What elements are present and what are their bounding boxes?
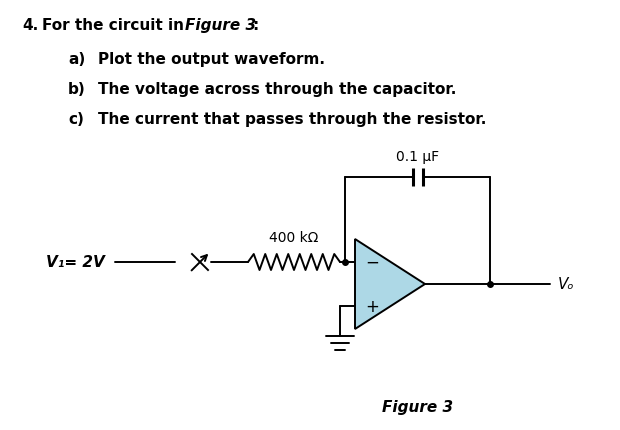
Text: Figure 3: Figure 3	[185, 18, 256, 33]
Text: :: :	[252, 18, 259, 33]
Text: Vₒ: Vₒ	[558, 277, 575, 292]
Text: c): c)	[68, 112, 84, 127]
Text: +: +	[365, 297, 379, 315]
Text: V₁= 2V: V₁= 2V	[46, 255, 105, 270]
Text: The current that passes through the resistor.: The current that passes through the resi…	[98, 112, 486, 127]
Text: 0.1 μF: 0.1 μF	[396, 150, 439, 164]
Text: Plot the output waveform.: Plot the output waveform.	[98, 52, 325, 67]
Text: a): a)	[68, 52, 86, 67]
Text: 4.: 4.	[22, 18, 38, 33]
Text: b): b)	[68, 82, 86, 97]
Text: The voltage across through the capacitor.: The voltage across through the capacitor…	[98, 82, 456, 97]
Text: Figure 3: Figure 3	[382, 399, 453, 414]
Text: −: −	[365, 253, 379, 271]
Text: 400 kΩ: 400 kΩ	[269, 230, 319, 244]
Polygon shape	[355, 240, 425, 329]
Text: For the circuit in: For the circuit in	[42, 18, 189, 33]
